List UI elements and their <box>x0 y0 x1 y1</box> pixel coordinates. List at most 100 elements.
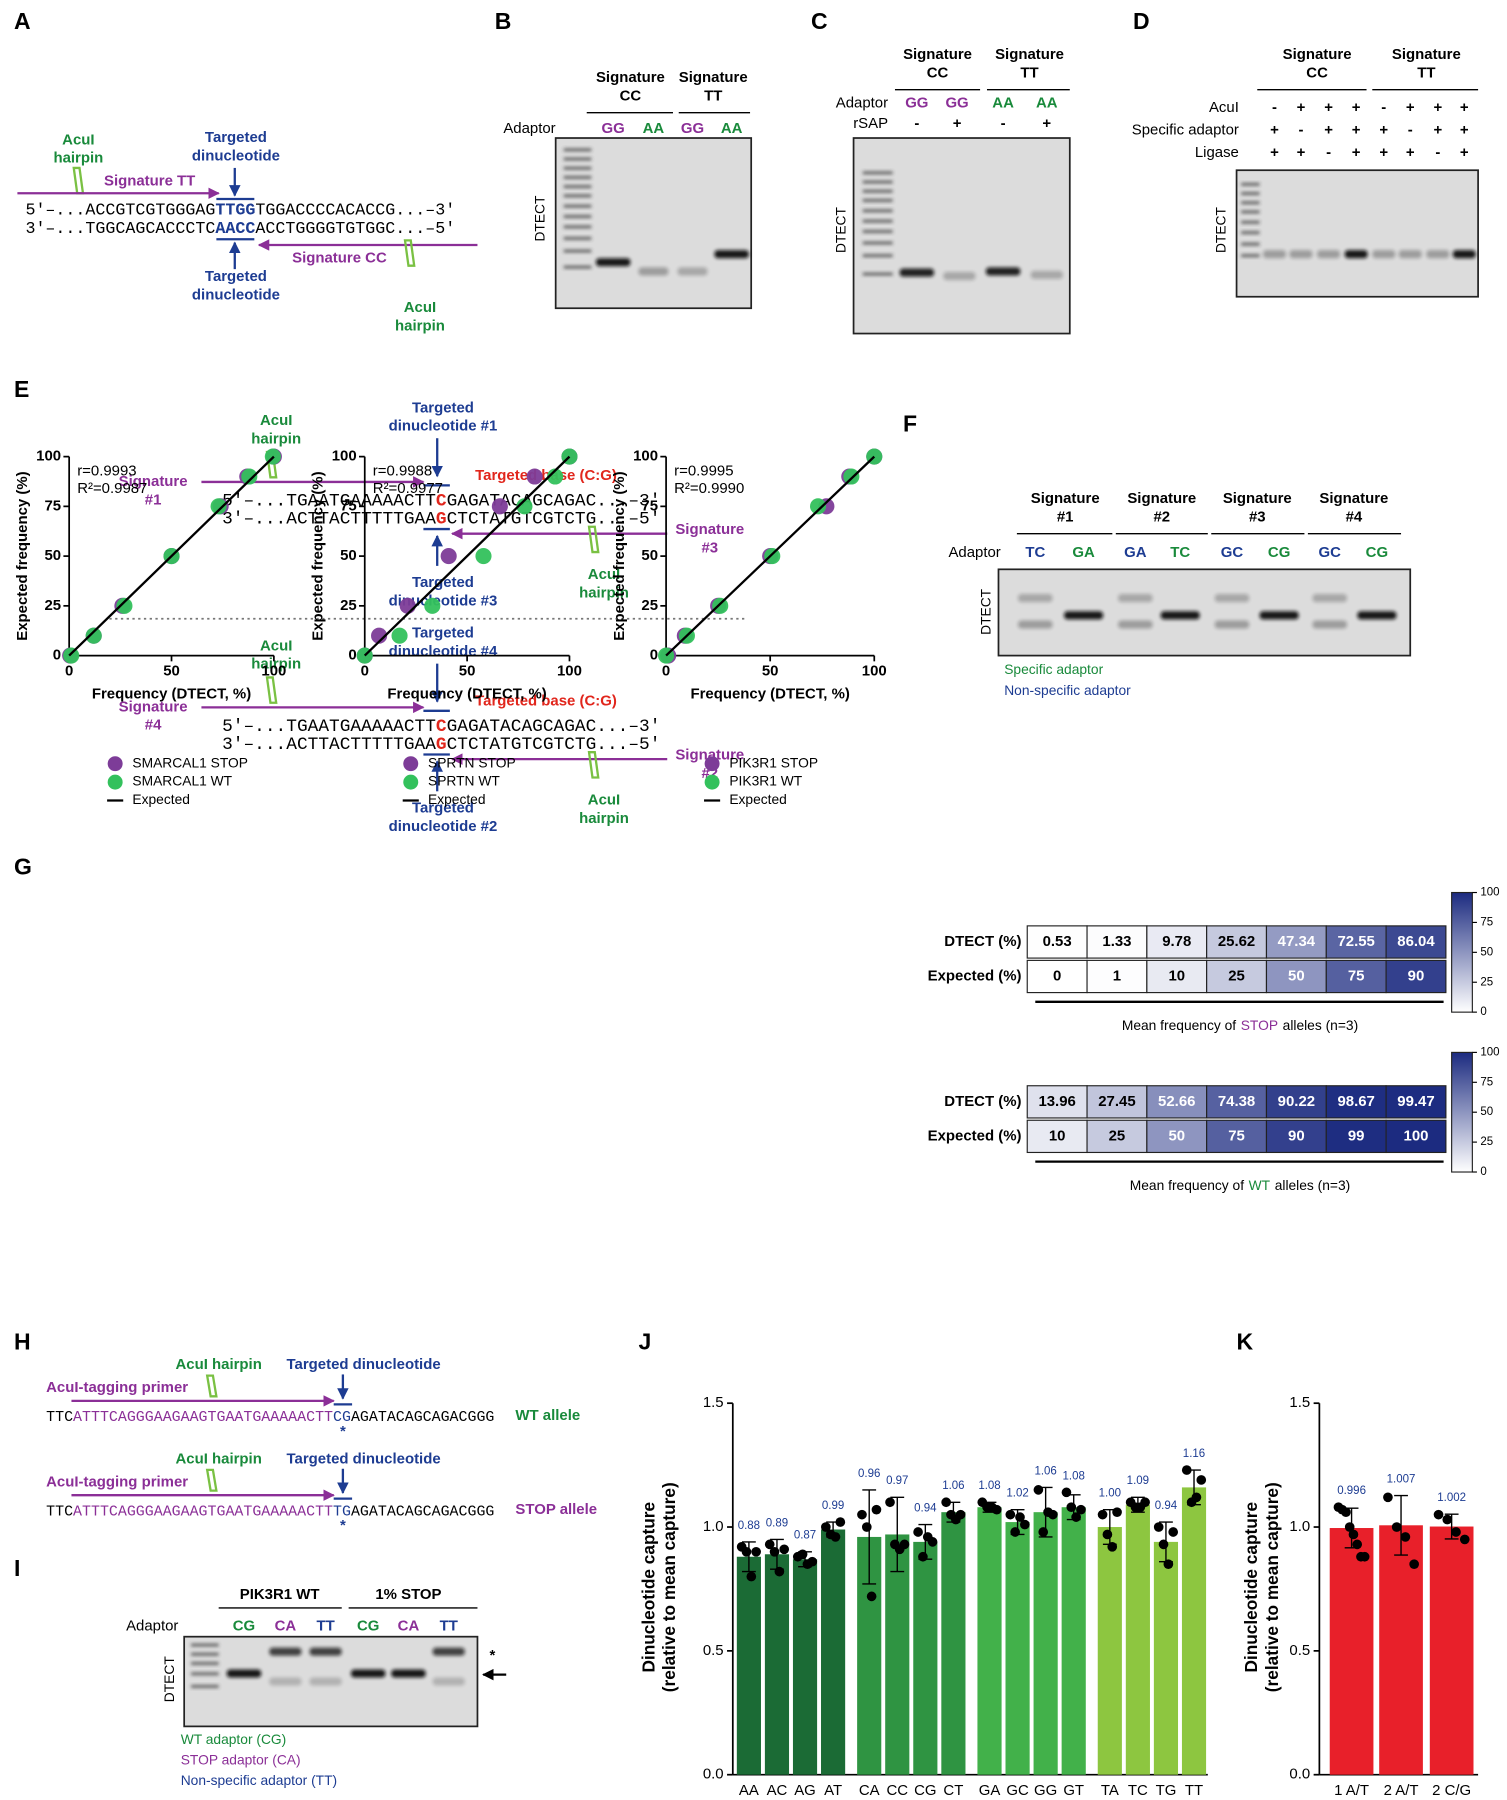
label: AcuI hairpin <box>176 1356 262 1373</box>
label: 1.5 <box>703 1394 724 1411</box>
lane-label: TC <box>1025 544 1045 561</box>
gel-band <box>1018 594 1053 603</box>
replicate-point <box>866 1591 877 1602</box>
replicate-point <box>871 1504 882 1515</box>
label: PIK3R1 STOP <box>729 755 818 770</box>
heat-cell <box>1026 925 1088 959</box>
replicate-point <box>1168 1527 1179 1537</box>
heat-cell <box>1146 925 1208 959</box>
label: 100 <box>633 448 658 465</box>
replicate-point <box>1112 1507 1122 1517</box>
label: R²=0.9977 <box>373 480 443 497</box>
label: AcuI <box>260 412 292 429</box>
panel-label: G <box>14 853 32 879</box>
label: Expected <box>428 792 486 807</box>
gel-band <box>1160 611 1200 620</box>
replicate-point <box>835 1517 846 1527</box>
label: DTECT <box>979 588 994 635</box>
cell-value: 27.45 <box>1098 1093 1135 1110</box>
heat-cell <box>1206 925 1268 959</box>
label: DTECT (%) <box>944 933 1021 950</box>
value-label: 0.996 <box>1337 1485 1366 1497</box>
row-cell: GG <box>945 94 968 111</box>
cell-value: 25 <box>1228 967 1245 984</box>
label: DTECT <box>532 195 547 242</box>
label: + <box>1433 99 1442 116</box>
label: Signature <box>596 69 665 86</box>
label: AcuI-tagging primer <box>46 1379 188 1396</box>
lane-label: CG <box>1366 544 1388 561</box>
heat-cell <box>1026 1119 1088 1154</box>
gel-band <box>595 258 631 267</box>
heat-cell <box>1086 925 1148 959</box>
bar <box>885 1534 910 1775</box>
lane-label: GC <box>1221 544 1244 561</box>
gel-band <box>1317 250 1341 259</box>
caption-part: Mean frequency of <box>1130 1177 1244 1192</box>
label: DTECT (%) <box>944 1093 1021 1110</box>
label: Frequency (DTECT, %) <box>690 686 849 703</box>
cell-value: 50 <box>1168 1127 1185 1144</box>
heat-cell <box>1385 1085 1447 1119</box>
replicate-point <box>857 1509 867 1520</box>
sequence-part: ACCTGGGGTGTGGC...–5′ <box>255 220 455 239</box>
error-bar <box>826 1521 840 1538</box>
label: SMARCAL1 WT <box>132 774 232 789</box>
cell-value: 25.62 <box>1218 933 1255 950</box>
sequence-part: GAGATACAGCAGAC...–3′ <box>447 491 661 511</box>
replicate-point <box>1348 1529 1359 1540</box>
heat-cell <box>1206 1085 1268 1119</box>
legend-label: WT adaptor (CG) <box>181 1732 287 1747</box>
lane-label: TT <box>440 1617 458 1634</box>
label: 2 C/G <box>1432 1782 1471 1799</box>
label: 25 <box>340 597 357 614</box>
gel-band <box>1064 611 1104 620</box>
point <box>491 498 508 515</box>
panel-label: C <box>811 8 828 34</box>
heat-cell <box>1325 959 1387 994</box>
gel-ladder-band <box>1241 220 1260 224</box>
label: 75 <box>641 497 658 514</box>
gel-ladder-band <box>1241 182 1260 186</box>
replicate-point <box>821 1522 831 1532</box>
heat-cell <box>1265 959 1327 994</box>
gel-ladder-band <box>191 1684 219 1688</box>
cell-value: 90 <box>1288 1127 1305 1144</box>
replicate-point <box>797 1549 808 1560</box>
label: 0 <box>361 663 369 680</box>
replicate-point <box>1048 1509 1058 1520</box>
replicate-point <box>746 1571 757 1582</box>
replicate-point <box>1451 1527 1461 1537</box>
lane-label: TT <box>317 1617 335 1634</box>
error-bar <box>1066 1494 1081 1521</box>
hairpin <box>403 239 416 267</box>
sequence-part: G <box>436 735 447 755</box>
error-bar <box>1102 1508 1117 1546</box>
gel-band <box>943 272 976 281</box>
label: Targeted dinucleotide <box>287 1356 441 1373</box>
label: Signature <box>1223 490 1292 507</box>
lane-label: AA <box>643 120 665 137</box>
gel-ladder-band <box>1241 254 1260 258</box>
lane-label: AA <box>721 120 743 137</box>
bar <box>941 1512 966 1775</box>
hairpin <box>205 1374 218 1398</box>
cell-value: 75 <box>1348 967 1365 984</box>
error-bar <box>946 1501 961 1523</box>
lane-label: TC <box>1170 544 1190 561</box>
heat-cell <box>1265 1119 1327 1154</box>
error-bar <box>982 1501 997 1513</box>
heat-cell <box>1265 925 1327 959</box>
label: Expected frequency (%) <box>310 471 327 640</box>
value-label: 0.94 <box>914 1502 937 1514</box>
label: #1 <box>1057 509 1074 526</box>
sequence-part: TTGG <box>215 202 255 221</box>
label: Signature <box>1392 46 1461 63</box>
label: TT <box>704 88 722 105</box>
label: 0.0 <box>703 1766 724 1783</box>
label: #3 <box>1249 509 1266 526</box>
label: TT <box>1020 65 1038 82</box>
label: Dinucleotide capture <box>1241 1502 1261 1673</box>
value-label: 1.09 <box>1127 1475 1149 1487</box>
